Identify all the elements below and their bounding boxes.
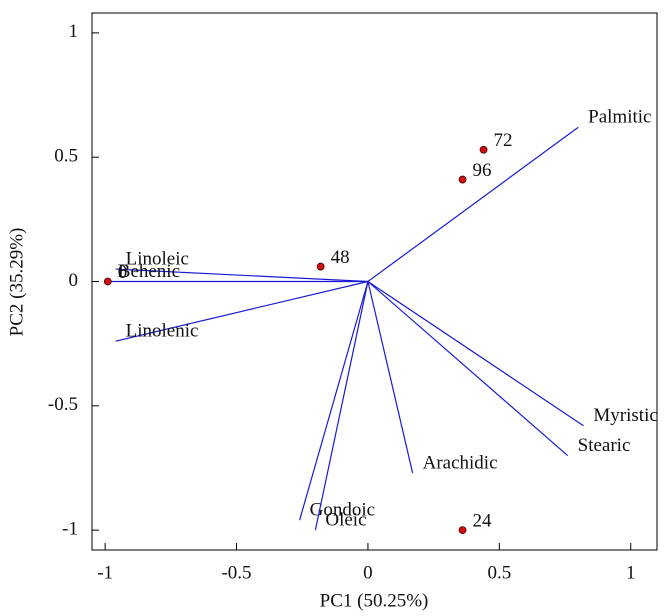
y-tick-label: 1 bbox=[69, 21, 79, 42]
vector-label: Arachidic bbox=[423, 452, 498, 473]
loading-vector bbox=[367, 281, 414, 474]
vector-label: Palmitic bbox=[588, 107, 651, 128]
score-point bbox=[458, 526, 467, 535]
loading-vector bbox=[367, 281, 584, 427]
loading-vector bbox=[115, 268, 368, 283]
x-tick-label: 0 bbox=[363, 562, 373, 583]
score-point bbox=[458, 175, 467, 184]
loading-vector bbox=[314, 281, 369, 531]
vector-label: Oleic bbox=[325, 509, 366, 530]
x-tick-label: -0.5 bbox=[221, 562, 251, 583]
score-point bbox=[103, 277, 112, 286]
loading-vector bbox=[115, 280, 369, 342]
score-point bbox=[479, 145, 488, 154]
loading-vector bbox=[367, 126, 579, 282]
y-tick-label: -1 bbox=[62, 518, 78, 539]
loading-vector bbox=[367, 281, 569, 456]
x-tick-label: -1 bbox=[97, 562, 113, 583]
score-point bbox=[316, 262, 325, 271]
point-label: 0 bbox=[118, 262, 128, 283]
y-tick-label: 0 bbox=[69, 270, 79, 291]
vector-label: Stearic bbox=[578, 435, 631, 456]
point-label: 24 bbox=[473, 510, 493, 531]
y-tick-label: 0.5 bbox=[54, 146, 78, 167]
vector-label: Behenic bbox=[118, 261, 180, 282]
point-label: 72 bbox=[494, 130, 513, 151]
y-tick-label: -0.5 bbox=[48, 394, 78, 415]
x-tick-label: 1 bbox=[626, 562, 636, 583]
y-axis-title: PC2 (35.29%) bbox=[6, 228, 27, 337]
vector-label: Myristic bbox=[593, 405, 657, 426]
point-label: 96 bbox=[473, 160, 492, 181]
vector-label: Gondoic bbox=[310, 500, 375, 521]
x-axis-title: PC1 (50.25%) bbox=[320, 590, 429, 611]
vector-label: Linolenic bbox=[126, 321, 199, 342]
x-tick-label: 0.5 bbox=[487, 562, 511, 583]
point-label: 48 bbox=[331, 247, 350, 268]
loading-vector bbox=[299, 281, 369, 521]
vector-label: Linoleic bbox=[126, 248, 189, 269]
